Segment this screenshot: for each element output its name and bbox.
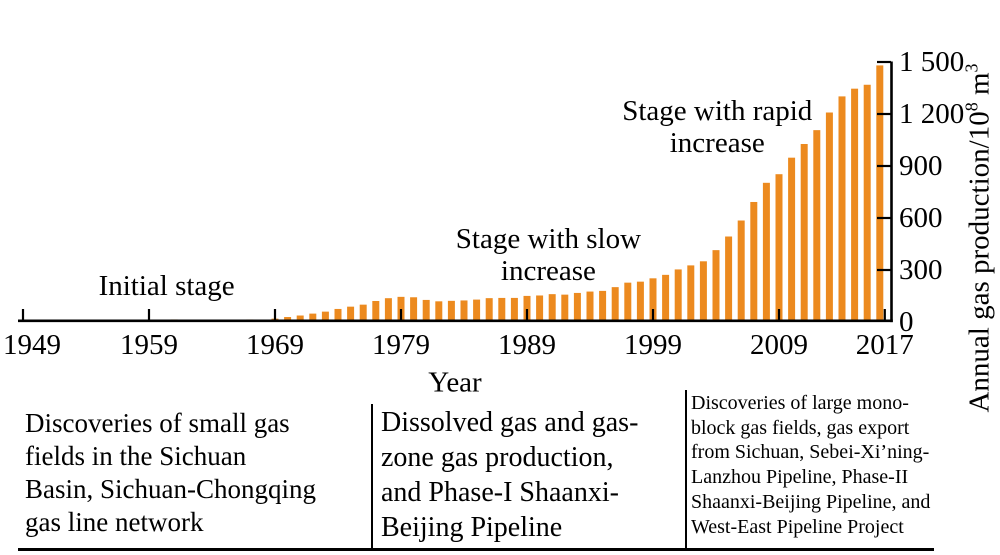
x-tick-label-1999: 1999 [624,329,682,361]
production-bar-1975 [347,306,355,322]
production-bar-1977 [372,300,380,322]
x-tick-label-1979: 1979 [372,329,430,361]
production-bar-1993 [573,292,581,322]
production-bar-1973 [321,311,329,322]
production-bar-1986 [485,298,493,322]
x-tick-label-1949: 1949 [3,329,61,361]
production-bar-2002 [687,265,695,322]
y-axis-title: Annual gas production/108 m3 [962,63,997,412]
production-bar-1997 [624,282,632,322]
production-bar-1988 [510,297,518,322]
production-bar-1982 [435,301,443,322]
production-bar-1983 [447,300,455,322]
y-tick-label-600: 600 [899,202,943,234]
production-bar-1980 [410,297,418,322]
y-axis-title-text: Annual gas production/10 [963,111,996,413]
production-bar-1974 [334,308,342,322]
y-axis-title-superscript-3: 3 [961,63,982,73]
table-bottom-rule [18,548,934,551]
production-bar-1984 [460,300,468,322]
production-bar-1992 [561,294,569,322]
x-tick-label-1959: 1959 [120,329,178,361]
stage-description-rapid: Discoveries of large mono- block gas fie… [691,392,931,538]
table-divider [371,404,373,551]
y-axis-title-unit: m [963,72,996,103]
production-bar-2013 [825,112,833,322]
bar-chart [18,60,893,323]
production-bar-2007 [750,201,758,322]
production-bar-2006 [737,220,745,322]
stage-description-initial: Discoveries of small gas fields in the S… [25,408,316,537]
production-bar-2012 [813,130,821,322]
y-tick-label-900: 900 [899,150,943,182]
y-tick-label-1200: 1 200 [899,98,965,130]
y-tick-label-300: 300 [899,254,943,286]
annotation-initial-stage: Initial stage [98,269,235,302]
production-bar-2008 [762,182,770,322]
production-bar-1972 [309,313,317,322]
x-tick-label-2017: 2017 [855,329,914,361]
annotation-slow-increase: Stage with slow increase [455,223,642,288]
production-bar-1985 [473,299,481,322]
production-bar-1978 [384,298,392,322]
production-bar-1987 [498,297,506,322]
x-tick-label-1989: 1989 [498,329,556,361]
production-bar-1999 [649,278,657,322]
production-bar-1990 [536,295,544,322]
y-axis-title-superscript-8: 8 [961,102,982,112]
x-tick-label-2009: 2009 [750,329,808,361]
production-bar-1996 [611,287,619,322]
table-divider [685,390,687,551]
production-bar-1971 [296,315,304,322]
production-bar-2017 [876,65,884,322]
annotation-rapid-increase: Stage with rapid increase [622,95,813,159]
x-tick-label-1969: 1969 [246,329,304,361]
production-bar-1991 [548,294,556,322]
production-bar-1989 [523,295,531,322]
production-bar-2001 [674,269,682,322]
production-bar-2004 [712,250,720,322]
production-bar-2005 [725,236,733,322]
production-bar-2003 [699,261,707,322]
production-bar-2011 [800,144,808,322]
production-bar-2014 [838,96,846,322]
x-axis-title: Year [428,366,482,399]
production-bar-1976 [359,304,367,322]
production-bar-1995 [599,290,607,322]
production-bar-1994 [586,291,594,322]
production-bar-1998 [636,281,644,322]
production-bar-2016 [863,84,871,322]
production-bar-2015 [851,88,859,323]
production-bar-2000 [662,274,670,322]
production-bar-1981 [422,299,430,322]
production-bar-2009 [775,174,783,322]
stage-description-slow: Dissolved gas and gas- zone gas producti… [381,407,639,543]
y-tick-label-1500: 1 500 [899,46,965,78]
production-bar-2010 [788,157,796,322]
y-tick-label-0: 0 [899,306,914,338]
